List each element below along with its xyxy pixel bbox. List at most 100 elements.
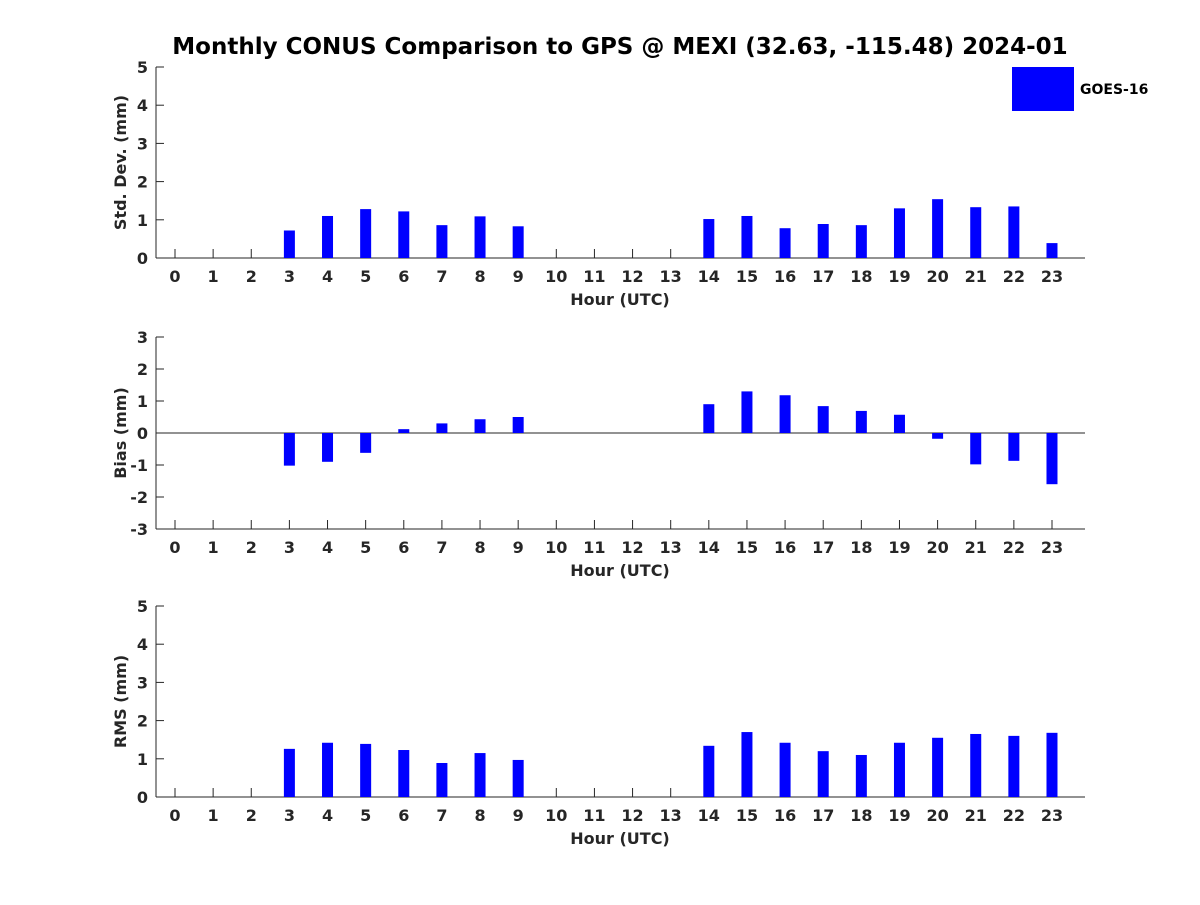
x-tick-label-rms: 12 <box>621 806 643 825</box>
bar-rms-hour-4 <box>322 742 334 797</box>
bar-bias-hour-8 <box>474 419 486 433</box>
bar-rms-hour-14 <box>703 745 715 797</box>
bar-std-dev-hour-20 <box>932 199 944 258</box>
bar-std-dev-hour-3 <box>283 230 295 258</box>
bar-std-dev-hour-17 <box>817 224 829 258</box>
x-tick-label-rms: 6 <box>398 806 409 825</box>
bar-bias-hour-19 <box>893 414 905 433</box>
bar-rms-hour-7 <box>436 763 448 797</box>
bar-bias-hour-15 <box>741 391 753 433</box>
y-tick-label-bias: -3 <box>130 520 148 539</box>
bar-rms-hour-16 <box>779 742 791 797</box>
bar-bias-hour-7 <box>436 423 448 433</box>
y-axis-label-rms: RMS (mm) <box>111 655 130 748</box>
bar-bias-hour-18 <box>855 410 867 433</box>
x-tick-label-bias: 6 <box>398 538 409 557</box>
x-tick-label-std-dev: 19 <box>888 267 910 286</box>
y-tick-label-rms: 5 <box>137 597 148 616</box>
y-tick-label-bias: 1 <box>137 392 148 411</box>
y-tick-label-rms: 3 <box>137 673 148 692</box>
x-tick-label-rms: 17 <box>812 806 834 825</box>
x-tick-label-rms: 19 <box>888 806 910 825</box>
bar-rms-hour-9 <box>512 759 524 797</box>
x-tick-label-std-dev: 16 <box>774 267 796 286</box>
x-tick-label-rms: 13 <box>660 806 682 825</box>
bar-rms-hour-5 <box>360 743 372 797</box>
bar-bias-hour-4 <box>322 433 334 462</box>
y-tick-label-std-dev: 3 <box>137 134 148 153</box>
bar-std-dev-hour-4 <box>322 215 334 258</box>
bar-bias-hour-17 <box>817 406 829 433</box>
bar-std-dev-hour-15 <box>741 215 753 258</box>
bar-bias-hour-21 <box>970 433 982 465</box>
bar-rms-hour-3 <box>283 748 295 797</box>
bar-rms-hour-18 <box>855 754 867 797</box>
y-axis-label-bias: Bias (mm) <box>111 387 130 479</box>
x-tick-label-std-dev: 14 <box>698 267 720 286</box>
y-tick-label-std-dev: 2 <box>137 173 148 192</box>
bar-bias-hour-14 <box>703 404 715 433</box>
x-tick-label-bias: 19 <box>888 538 910 557</box>
y-tick-label-bias: 0 <box>137 424 148 443</box>
x-tick-label-bias: 12 <box>621 538 643 557</box>
x-tick-label-bias: 17 <box>812 538 834 557</box>
y-tick-label-std-dev: 0 <box>137 249 148 268</box>
x-tick-label-std-dev: 15 <box>736 267 758 286</box>
bar-std-dev-hour-7 <box>436 225 448 258</box>
x-tick-label-bias: 20 <box>926 538 948 557</box>
x-tick-label-rms: 8 <box>474 806 485 825</box>
x-tick-label-std-dev: 22 <box>1003 267 1025 286</box>
bar-bias-hour-22 <box>1008 433 1020 461</box>
x-tick-label-bias: 13 <box>660 538 682 557</box>
x-tick-label-bias: 21 <box>965 538 987 557</box>
bar-bias-hour-9 <box>512 417 524 433</box>
x-tick-label-bias: 3 <box>284 538 295 557</box>
bar-rms-hour-23 <box>1046 732 1058 797</box>
bar-std-dev-hour-18 <box>855 225 867 258</box>
x-tick-label-std-dev: 18 <box>850 267 872 286</box>
y-tick-label-rms: 1 <box>137 750 148 769</box>
x-tick-label-rms: 21 <box>965 806 987 825</box>
bar-std-dev-hour-21 <box>970 207 982 258</box>
x-tick-label-std-dev: 3 <box>284 267 295 286</box>
x-tick-label-bias: 14 <box>698 538 720 557</box>
bar-std-dev-hour-6 <box>398 211 410 258</box>
bar-std-dev-hour-16 <box>779 228 791 258</box>
x-tick-label-std-dev: 5 <box>360 267 371 286</box>
bar-rms-hour-8 <box>474 753 486 797</box>
x-tick-label-bias: 7 <box>436 538 447 557</box>
legend-swatch-goes16 <box>1012 67 1074 111</box>
x-tick-label-std-dev: 6 <box>398 267 409 286</box>
x-tick-label-bias: 2 <box>246 538 257 557</box>
x-tick-label-std-dev: 7 <box>436 267 447 286</box>
x-axis-label-rms: Hour (UTC) <box>570 829 670 848</box>
x-tick-label-std-dev: 9 <box>513 267 524 286</box>
x-tick-label-rms: 2 <box>246 806 257 825</box>
x-tick-label-std-dev: 11 <box>583 267 605 286</box>
x-tick-label-bias: 4 <box>322 538 333 557</box>
x-axis-label-std-dev: Hour (UTC) <box>570 290 670 309</box>
x-tick-label-std-dev: 0 <box>169 267 180 286</box>
bar-bias-hour-16 <box>779 395 791 433</box>
bar-bias-hour-5 <box>360 433 372 453</box>
x-tick-label-rms: 16 <box>774 806 796 825</box>
bar-rms-hour-17 <box>817 751 829 797</box>
y-tick-label-bias: -2 <box>130 488 148 507</box>
y-axis-label-std-dev: Std. Dev. (mm) <box>111 95 130 230</box>
x-tick-label-rms: 22 <box>1003 806 1025 825</box>
x-tick-label-std-dev: 20 <box>926 267 948 286</box>
y-tick-label-std-dev: 5 <box>137 58 148 77</box>
bar-std-dev-hour-19 <box>893 208 905 258</box>
x-tick-label-bias: 18 <box>850 538 872 557</box>
x-tick-label-bias: 16 <box>774 538 796 557</box>
x-tick-label-rms: 3 <box>284 806 295 825</box>
x-tick-label-bias: 10 <box>545 538 567 557</box>
bar-std-dev-hour-22 <box>1008 206 1020 258</box>
x-tick-label-std-dev: 13 <box>660 267 682 286</box>
bar-bias-hour-6 <box>398 429 410 433</box>
